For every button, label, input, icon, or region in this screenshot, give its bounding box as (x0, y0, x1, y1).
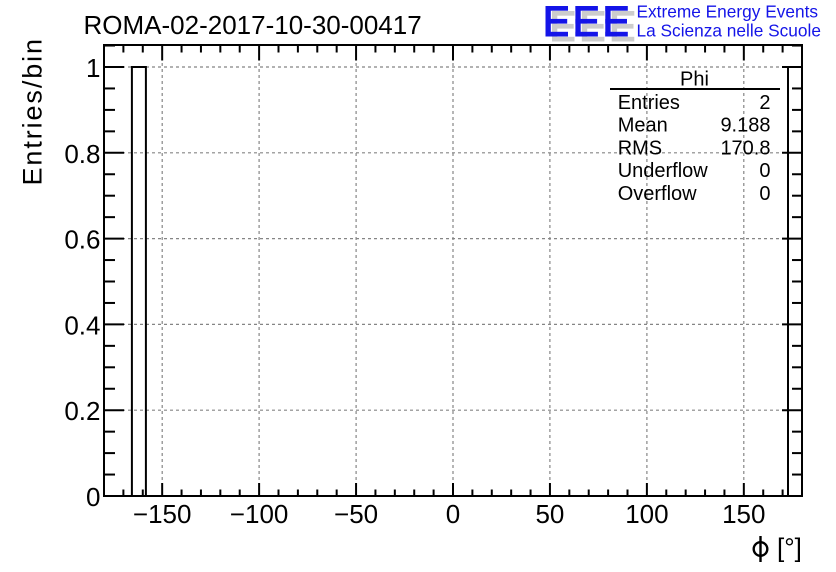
svg-text:−50: −50 (334, 499, 378, 529)
svg-text:0: 0 (759, 183, 770, 205)
svg-text:0: 0 (86, 482, 100, 512)
svg-text:0.8: 0.8 (64, 139, 100, 169)
svg-text:Mean: Mean (618, 115, 668, 137)
svg-text:RMS: RMS (618, 137, 662, 159)
svg-text:0.4: 0.4 (64, 310, 100, 340)
svg-text:Underflow: Underflow (618, 160, 709, 182)
svg-text:9.188: 9.188 (720, 115, 770, 137)
svg-text:100: 100 (625, 499, 668, 529)
svg-text:La Scienza nelle Scuole: La Scienza nelle Scuole (637, 20, 821, 40)
svg-text:50: 50 (535, 499, 564, 529)
svg-text:Entries/bin: Entries/bin (18, 37, 48, 185)
svg-text:150: 150 (722, 499, 765, 529)
svg-text:Entries: Entries (618, 92, 680, 114)
svg-text:Extreme Energy Events: Extreme Energy Events (637, 1, 819, 21)
svg-text:Overflow: Overflow (618, 183, 697, 205)
svg-text:2: 2 (759, 92, 770, 114)
svg-text:0: 0 (446, 499, 460, 529)
svg-text:Phi: Phi (680, 69, 709, 91)
svg-text:170.8: 170.8 (720, 137, 770, 159)
svg-text:−100: −100 (230, 499, 289, 529)
svg-text:ROMA-02-2017-10-30-00417: ROMA-02-2017-10-30-00417 (84, 10, 422, 40)
svg-text:1: 1 (86, 53, 100, 83)
svg-text:[°]: [°] (777, 533, 802, 563)
svg-text:−150: −150 (133, 499, 192, 529)
svg-text:0.6: 0.6 (64, 225, 100, 255)
svg-text:0: 0 (759, 160, 770, 182)
svg-text:0.2: 0.2 (64, 396, 100, 426)
